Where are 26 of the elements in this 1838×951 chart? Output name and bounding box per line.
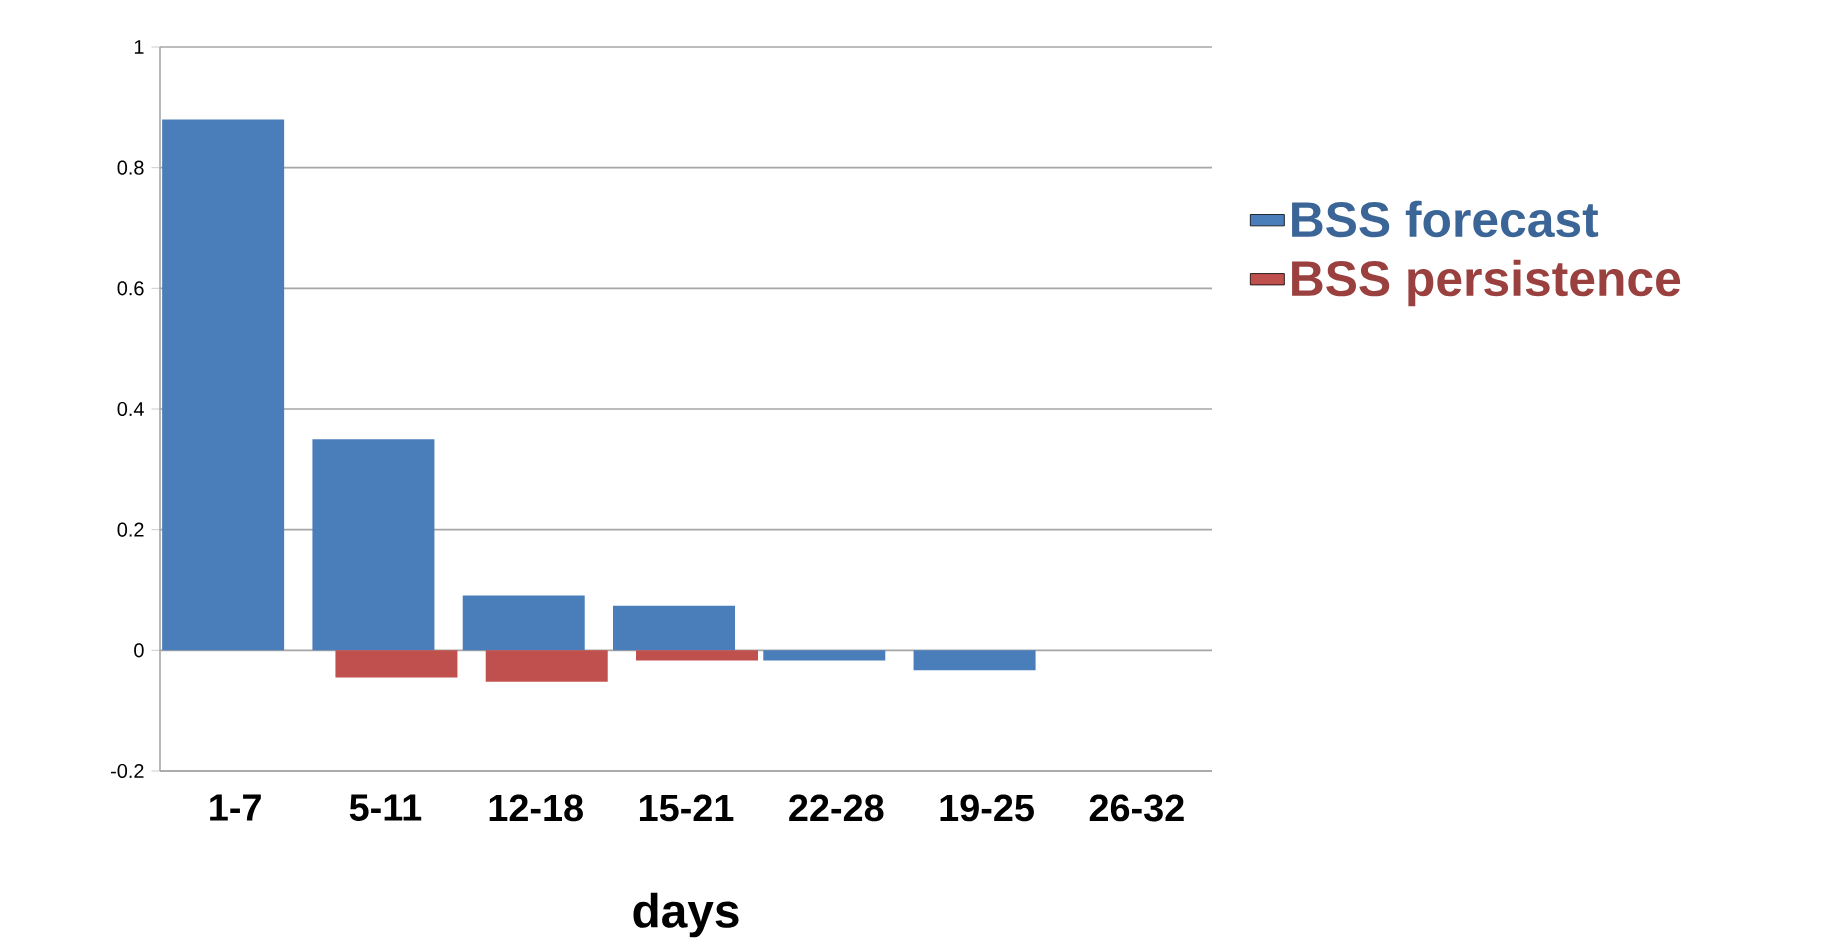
x-tick-label: 12-18: [489, 794, 583, 822]
x-tick-label: 26-32: [1089, 794, 1184, 822]
x-tick-label: 19-25: [940, 794, 1034, 822]
y-tick-label: 1: [134, 40, 144, 54]
y-tick-label: 0.4: [117, 401, 144, 417]
x-tick-label: 1-7: [210, 794, 261, 821]
legend-label: BSS persistence: [1292, 259, 1681, 307]
bar: [485, 650, 608, 682]
bar: [613, 605, 736, 651]
bar: [312, 439, 435, 651]
y-tick-label: 0.6: [117, 281, 144, 296]
bar: [462, 595, 585, 651]
bar: [636, 650, 759, 661]
bar: [763, 650, 886, 661]
x-tick-label: 15-21: [639, 794, 734, 822]
y-tick-label: -0.2: [111, 763, 144, 779]
bar: [913, 650, 1036, 671]
x-axis-title: days: [633, 892, 739, 938]
y-tick-label: 0.2: [117, 522, 144, 537]
x-tick-label: 22-28: [789, 794, 884, 822]
y-tick-label: 0: [134, 643, 144, 658]
x-tick-label: 5-11: [349, 794, 422, 821]
legend-label: BSS forecast: [1292, 200, 1599, 238]
y-tick-label: 0.8: [117, 160, 144, 175]
bar: [162, 119, 285, 651]
bar: [335, 650, 458, 678]
